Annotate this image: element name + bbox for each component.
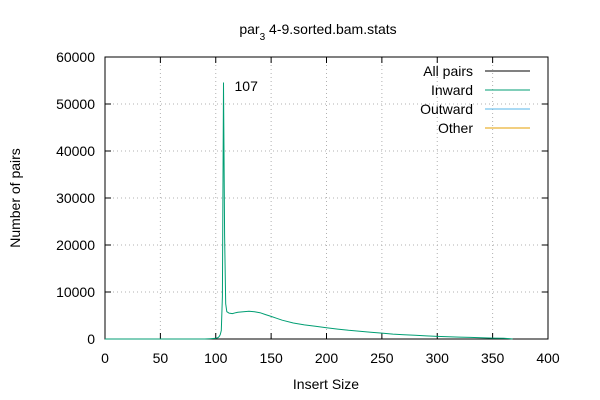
chart-title-subscript: 3 bbox=[260, 32, 266, 43]
chart-title-main: par bbox=[239, 21, 260, 37]
x-tick-label: 0 bbox=[101, 350, 109, 366]
chart-title-rest: 4-9.sorted.bam.stats bbox=[265, 21, 397, 37]
y-tick-label: 20000 bbox=[56, 237, 95, 253]
series-lines bbox=[105, 82, 513, 340]
grid bbox=[105, 57, 548, 339]
x-tick-label: 350 bbox=[481, 350, 505, 366]
y-tick-label: 10000 bbox=[56, 284, 95, 300]
plot-frame bbox=[104, 56, 549, 340]
x-tick-label: 400 bbox=[536, 350, 560, 366]
x-tick-label: 200 bbox=[315, 350, 339, 366]
x-tick-label: 100 bbox=[204, 350, 228, 366]
legend: All pairs Inward Outward Other bbox=[420, 63, 530, 136]
y-tick-label: 40000 bbox=[56, 143, 95, 159]
legend-label-other: Other bbox=[438, 120, 473, 136]
x-axis-ticks: 0 50 100 150 200 250 300 350 400 bbox=[101, 57, 560, 366]
x-tick-label: 300 bbox=[426, 350, 450, 366]
y-axis-label: Number of pairs bbox=[7, 148, 23, 248]
y-tick-label: 30000 bbox=[56, 190, 95, 206]
legend-label-outward: Outward bbox=[420, 101, 473, 117]
series-line-inward bbox=[105, 82, 513, 340]
peak-annotation: 107 bbox=[235, 78, 259, 94]
legend-label-inward: Inward bbox=[431, 82, 473, 98]
x-axis-label: Insert Size bbox=[293, 376, 359, 392]
x-tick-label: 50 bbox=[153, 350, 169, 366]
x-tick-label: 250 bbox=[370, 350, 394, 366]
legend-label-all-pairs: All pairs bbox=[423, 63, 473, 79]
x-tick-label: 150 bbox=[259, 350, 283, 366]
y-tick-label: 0 bbox=[87, 331, 95, 347]
y-tick-label: 50000 bbox=[56, 96, 95, 112]
y-tick-label: 60000 bbox=[56, 49, 95, 65]
chart-title: par3 4-9.sorted.bam.stats bbox=[239, 21, 396, 43]
